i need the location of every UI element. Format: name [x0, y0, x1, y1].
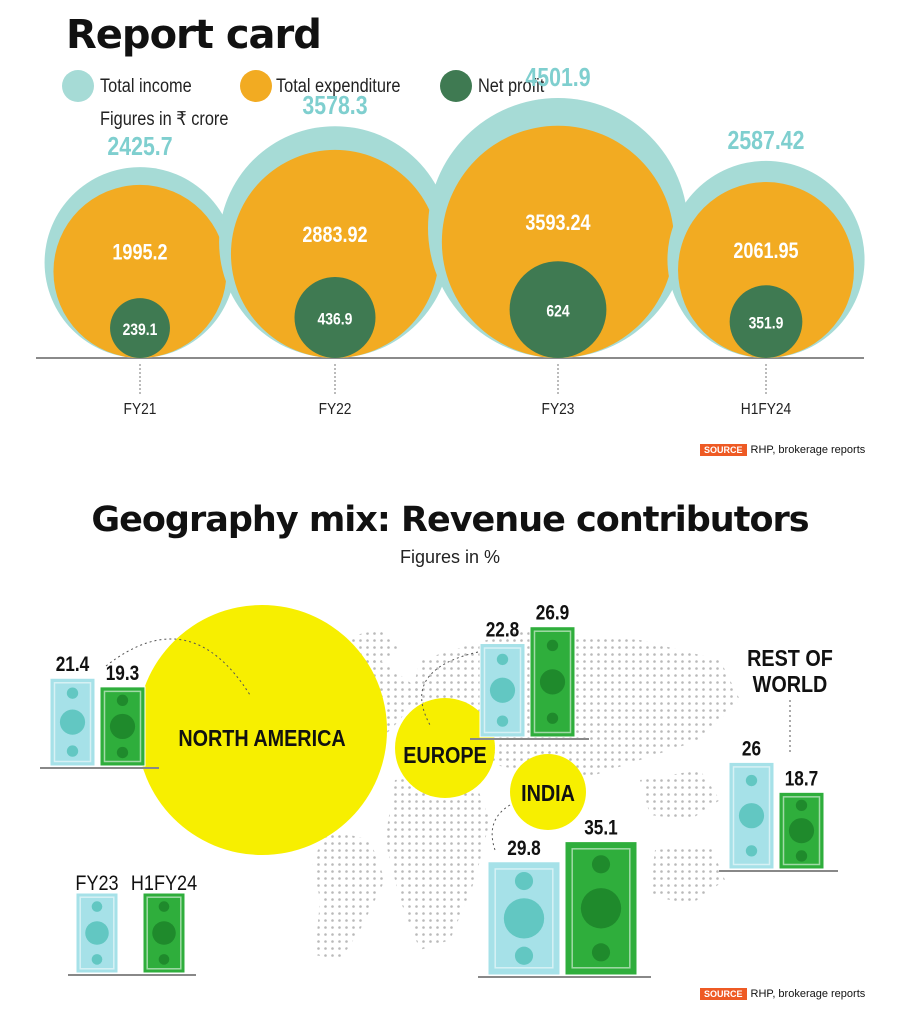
bar-h1fy24 [529, 626, 576, 738]
source-tag: SOURCE [700, 444, 747, 456]
value-label-h1fy24: 26.9 [536, 602, 570, 625]
legend-label-net-profit: Net profit [478, 76, 545, 97]
bar-fy23 [49, 677, 96, 767]
bubble-net-profit [110, 298, 170, 359]
legend-label-total-income: Total income [100, 76, 192, 97]
label-total-expenditure: 1995.2 [112, 241, 167, 265]
bubble-total-expenditure [678, 182, 854, 358]
label-total-income: 4501.9 [525, 63, 590, 93]
category-label: FY23 [542, 400, 575, 418]
label-total-expenditure: 2883.92 [302, 223, 367, 247]
legend-label-fy23: FY23 [75, 872, 118, 896]
bubble-net-profit [509, 261, 607, 358]
bubble-europe [395, 698, 495, 798]
bar-fy23 [487, 861, 561, 976]
category-label: H1FY24 [741, 400, 791, 418]
legend-note-h1fy24 [142, 892, 186, 974]
bubble-net-profit [729, 285, 803, 359]
report-card-chart: 2425.7 1995.2 239.1 FY21 3578.3 2883.92 436.9 F… [36, 63, 865, 418]
bubble-net-profit [294, 277, 376, 358]
bubble-total-expenditure [230, 149, 440, 358]
label-net-profit: 436.9 [318, 310, 353, 329]
report-card-title: Report card [66, 12, 322, 58]
label-total-income: 2425.7 [107, 132, 172, 162]
map-south-america [312, 830, 385, 960]
source-text: RHP, brokerage reports [750, 988, 866, 1000]
geography-source: SOURCE RHP, brokerage reports [700, 988, 865, 1000]
label-north-america: NORTH AMERICA [178, 726, 345, 752]
value-label-h1fy24: 18.7 [785, 768, 819, 791]
value-label-fy23: 26 [742, 738, 761, 761]
map-australia [650, 845, 725, 905]
bar-fy23 [728, 761, 775, 870]
bar-h1fy24 [778, 791, 825, 870]
label-net-profit: 239.1 [123, 321, 158, 340]
value-label-fy23: 21.4 [56, 654, 90, 677]
map-africa [385, 770, 490, 950]
report-card-source: SOURCE RHP, brokerage reports [700, 444, 865, 456]
geography-title: Geography mix: Revenue contributors [91, 500, 809, 540]
source-text: RHP, brokerage reports [750, 444, 866, 456]
value-label-h1fy24: 35.1 [584, 817, 618, 840]
bubble-north-america [137, 605, 387, 855]
bubble-total-expenditure [441, 125, 675, 358]
legend-swatch-total-expenditure [240, 70, 272, 102]
report-card-units-note: Figures in ₹ crore [100, 109, 229, 130]
label-total-expenditure: 2061.95 [733, 239, 798, 263]
label-total-income: 2587.42 [727, 126, 804, 156]
leader-europe [421, 651, 479, 726]
legend-swatch-net-profit [440, 70, 472, 102]
label-india: INDIA [521, 781, 575, 807]
category-label: FY22 [319, 400, 352, 418]
map-southeast-asia [640, 770, 720, 820]
bar-fy23 [479, 643, 526, 738]
value-label-h1fy24: 19.3 [106, 662, 140, 685]
legend-label-h1fy24: H1FY24 [131, 872, 197, 896]
legend-label-total-expenditure: Total expenditure [276, 76, 401, 97]
leader-india [491, 804, 511, 851]
label-europe: EUROPE [403, 743, 486, 769]
label-net-profit: 351.9 [749, 314, 784, 333]
bar-h1fy24 [564, 841, 638, 976]
geography-units-note: Figures in % [399, 547, 501, 567]
bar-h1fy24 [99, 686, 146, 767]
bubble-india [510, 754, 586, 830]
value-label-fy23: 22.8 [486, 619, 520, 642]
bubble-total-expenditure [53, 184, 227, 358]
label-rest-of-world-1: REST OF [747, 646, 833, 672]
label-total-expenditure: 3593.24 [525, 211, 591, 235]
label-rest-of-world-2: WORLD [753, 672, 828, 698]
legend-swatch-total-income [62, 70, 94, 102]
value-label-fy23: 29.8 [507, 837, 541, 860]
category-label: FY21 [124, 400, 157, 418]
label-total-income: 3578.3 [302, 91, 367, 121]
source-tag: SOURCE [700, 988, 747, 1000]
label-net-profit: 624 [546, 302, 570, 321]
legend-note-fy23 [75, 892, 119, 974]
